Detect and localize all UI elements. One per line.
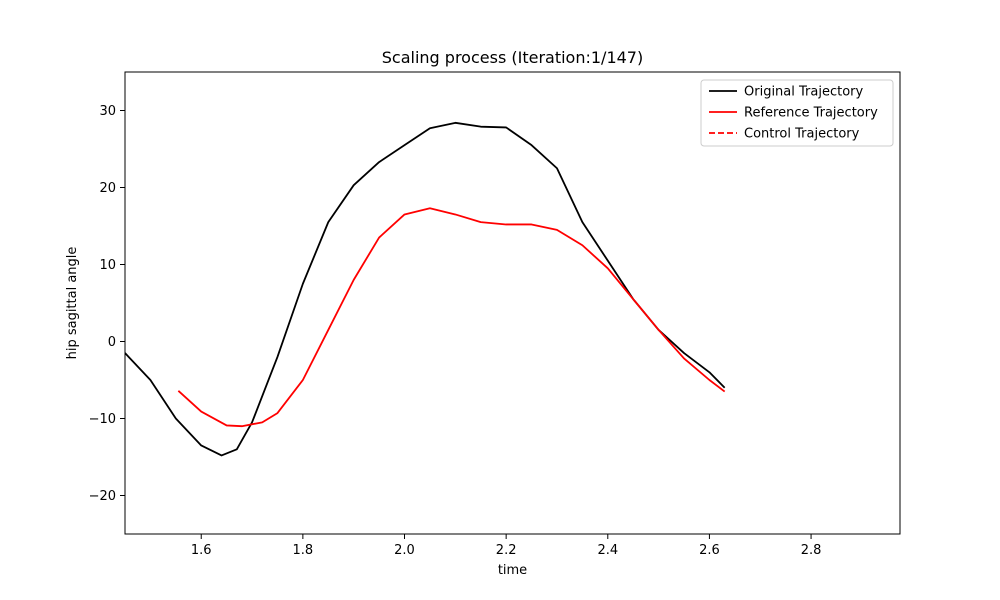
series-layer [125,121,726,457]
x-tick-label: 1.6 [191,543,212,558]
chart-title: Scaling process (Iteration:1/147) [382,48,643,67]
y-axis: −20 −10 0 10 20 30 [89,104,125,504]
plot-area [124,71,901,535]
y-tick-label: −20 [89,489,116,504]
y-tick-label: 20 [99,181,116,196]
legend-label: Original Trajectory [744,85,863,100]
y-tick-label: 0 [108,335,116,350]
legend-label: Control Trajectory [744,127,860,142]
x-tick-label: 2.6 [699,543,720,558]
y-tick-label: −10 [89,412,116,427]
x-tick-label: 1.8 [293,543,314,558]
x-tick-label: 2.2 [496,543,517,558]
axes-frame [124,71,901,535]
y-tick-label: 30 [99,104,116,119]
y-axis-label: hip sagittal angle [65,247,80,360]
y-tick-label: 10 [99,258,116,273]
x-tick-label: 2.4 [597,543,618,558]
legend-label: Reference Trajectory [744,106,878,121]
x-tick-label: 2.8 [801,543,822,558]
x-tick-label: 2.0 [394,543,415,558]
legend-box [700,79,894,147]
legend: Original Trajectory Reference Trajectory C… [700,79,894,147]
x-axis: 1.6 1.8 2.0 2.2 2.4 2.6 2.8 [191,534,822,558]
x-axis-label: time [498,563,527,578]
series-line-reference-trajectory [177,207,726,428]
